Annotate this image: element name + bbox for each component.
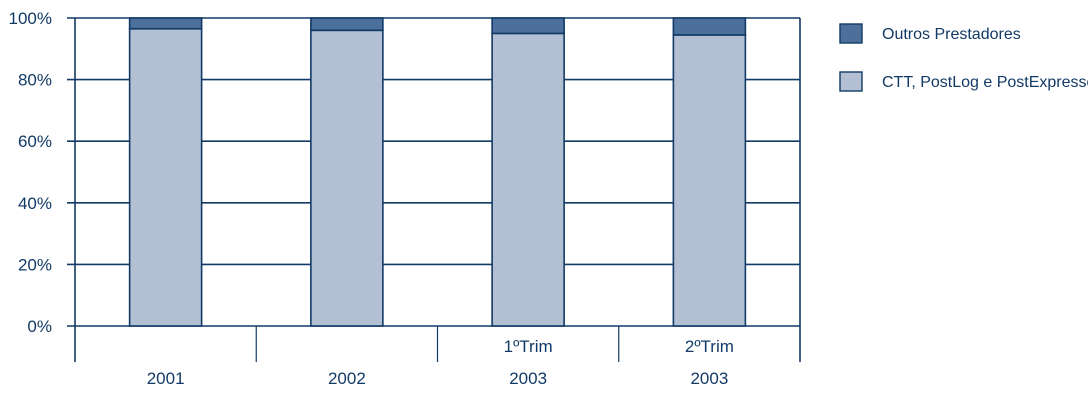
y-tick-label: 100% <box>9 9 52 28</box>
y-tick-label: 40% <box>18 194 52 213</box>
bar-segment <box>310 29 384 327</box>
y-tick-label: 20% <box>18 255 52 274</box>
x-tick-label: 2001 <box>147 369 185 388</box>
legend: Outros Prestadores CTT, PostLog e PostExp… <box>839 23 1088 92</box>
y-tick-label: 60% <box>18 132 52 151</box>
x-tick-label: 2002 <box>328 369 366 388</box>
bar-segment <box>672 17 747 36</box>
legend-swatch <box>839 71 863 92</box>
bar-segment <box>491 17 565 35</box>
axis-labels: 0% 20% 40% 60% 80% 100% 2001 2002 1ºTrim 2003 2ºTr… <box>9 9 734 388</box>
axes <box>74 18 801 362</box>
y-tick-label: 0% <box>27 317 52 336</box>
legend-label: Outros Prestadores <box>882 26 1021 43</box>
legend-label: CTT, PostLog e PostExpresso <box>882 74 1088 91</box>
x-tick-label: 2003 <box>509 369 547 388</box>
x-tick-label: 2003 <box>690 369 728 388</box>
y-tick-label: 80% <box>18 71 52 90</box>
x-tick-sublabel: 1ºTrim <box>504 337 553 356</box>
bar-segment <box>128 17 203 30</box>
bar-segment <box>310 17 384 32</box>
x-tick-sublabel: 2ºTrim <box>685 337 734 356</box>
bar-segment <box>672 34 747 327</box>
bar-segment <box>128 27 203 327</box>
bars <box>128 17 747 327</box>
legend-swatch <box>839 23 863 44</box>
bar-segment <box>491 32 565 327</box>
